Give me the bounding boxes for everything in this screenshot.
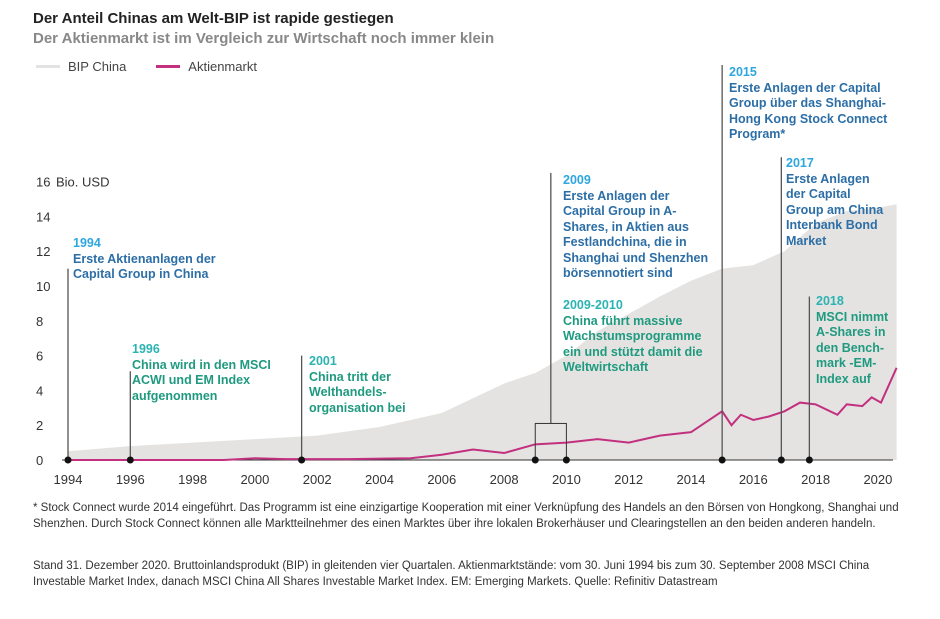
event-text: Erste Anlagen der Capital Group am China… (786, 171, 884, 248)
event-box-2009-2010 (534, 422, 567, 461)
event-text: Erste Anlagen der Capital Group in A-Sha… (563, 188, 709, 281)
x-tick-label: 2014 (677, 472, 706, 487)
event-annotation-1996: 1996 China wird in den MSCI ACWI und EM I… (132, 342, 282, 404)
y-tick-label: 6 (36, 349, 43, 364)
event-text: China tritt der Welthandels-organisation… (309, 369, 406, 415)
event-year: 2001 (309, 354, 337, 368)
legend-swatch-aktienmarkt (156, 65, 181, 68)
event-text: MSCI nimmt A-Shares in den Bench-mark -E… (816, 309, 889, 386)
event-annotation-2009: 2009 Erste Anlagen der Capital Group in A… (563, 173, 713, 282)
x-tick-label: 2020 (863, 472, 892, 487)
event-annotation-2018: 2018 MSCI nimmt A-Shares in den Bench-mar… (816, 294, 894, 387)
event-text: China führt massive Wachstumsprogramme e… (563, 313, 703, 375)
y-tick-label: 0 (36, 453, 43, 468)
x-tick-label: 2016 (739, 472, 768, 487)
event-marker-dot (298, 456, 306, 464)
event-marker-dot (531, 456, 539, 464)
x-tick-label: 1994 (54, 472, 83, 487)
event-marker-dot (718, 456, 726, 464)
footnote-source: Stand 31. Dezember 2020. Bruttoinlandspr… (33, 560, 870, 588)
y-tick-label: 12 (36, 244, 50, 259)
event-year: 2009 (563, 173, 591, 187)
legend-label-aktienmarkt: Aktienmarkt (188, 59, 257, 74)
x-tick-label: 1996 (116, 472, 145, 487)
series-aktienmarkt-line (68, 367, 898, 461)
x-tick-label: 2010 (552, 472, 581, 487)
x-tick-label: 2000 (240, 472, 269, 487)
x-tick-label: 2008 (490, 472, 519, 487)
series-bip-area (68, 204, 897, 460)
event-annotation-2015: 2015 Erste Anlagen der Capital Group über… (729, 65, 889, 143)
y-tick-label: 2 (36, 418, 43, 433)
event-marker-dot (805, 456, 813, 464)
x-tick-label: 2006 (427, 472, 456, 487)
event-year: 1994 (73, 236, 101, 250)
chart-title: Der Anteil Chinas am Welt-BIP ist rapide… (33, 10, 394, 27)
event-year: 2018 (816, 294, 844, 308)
event-marker-dot (777, 456, 785, 464)
event-year: 2017 (786, 156, 814, 170)
x-tick-label: 2018 (801, 472, 830, 487)
footnote-stock-connect: * Stock Connect wurde 2014 eingeführt. D… (33, 502, 899, 530)
x-tick-label: 2004 (365, 472, 394, 487)
event-year: 2009-2010 (563, 298, 623, 312)
x-tick-label: 2002 (303, 472, 332, 487)
y-tick-label: 16 (36, 175, 50, 190)
y-axis-label: Bio. USD (56, 175, 109, 190)
event-year: 2015 (729, 65, 757, 79)
x-tick-label: 1998 (178, 472, 207, 487)
event-year: 1996 (132, 342, 160, 356)
event-text: Erste Anlagen der Capital Group über das… (729, 80, 888, 142)
event-annotation-2017: 2017 Erste Anlagen der Capital Group am C… (786, 156, 891, 249)
event-annotation-2009-2010: 2009-2010 China führt massive Wachstumspr… (563, 298, 713, 376)
event-marker-dot (126, 456, 134, 464)
legend: BIP China Aktienmarkt (36, 59, 257, 74)
event-marker-dot (562, 456, 570, 464)
event-text: China wird in den MSCI ACWI und EM Index… (132, 357, 271, 403)
y-tick-label: 14 (36, 209, 50, 224)
chart-subtitle: Der Aktienmarkt ist im Vergleich zur Wir… (33, 30, 495, 47)
legend-swatch-bip (36, 65, 60, 68)
event-annotation-2001: 2001 China tritt der Welthandels-organisa… (309, 354, 459, 416)
y-tick-label: 8 (36, 314, 43, 329)
x-tick-label: 2012 (614, 472, 643, 487)
legend-label-bip: BIP China (68, 59, 127, 74)
event-text: Erste Aktienanlagen der Capital Group in… (73, 251, 216, 282)
y-tick-label: 4 (36, 383, 43, 398)
y-tick-label: 10 (36, 279, 50, 294)
event-marker-dot (64, 456, 72, 464)
event-annotation-1994: 1994 Erste Aktienanlagen der Capital Grou… (73, 236, 223, 283)
